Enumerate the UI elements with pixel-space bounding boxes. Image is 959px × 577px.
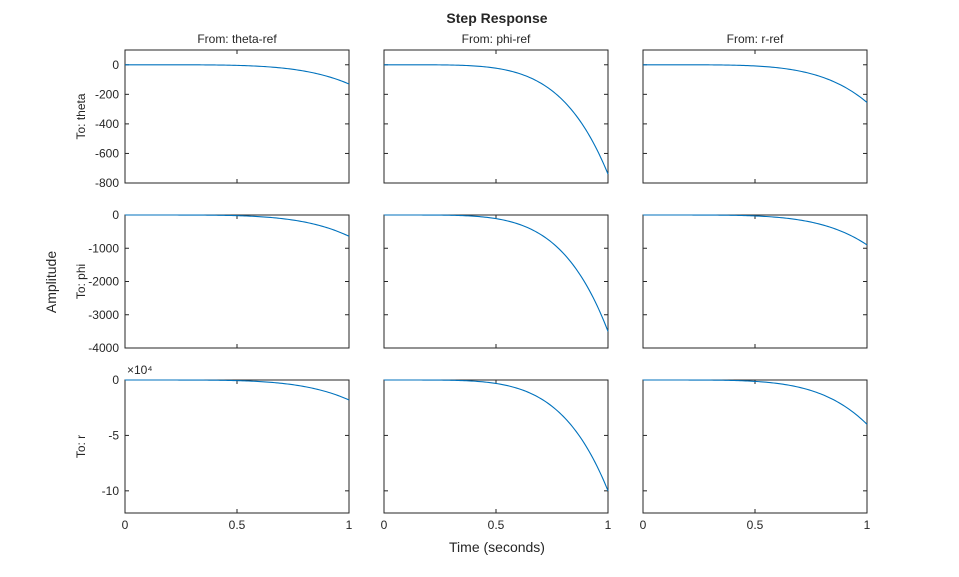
x-axis-label: Time (seconds) [449,539,545,555]
y-tick-label: -5 [108,428,119,442]
x-tick-label: 1 [605,518,612,532]
x-tick-label: 0.5 [229,518,246,532]
step-response-line [125,214,350,237]
row-label: To: theta [74,93,88,139]
subplot-axes [642,49,868,184]
row-label: To: r [74,435,88,458]
subplot-axes [383,49,609,184]
y-tick-label: 0 [112,58,119,72]
y-exponent-label: ×10⁴ [127,363,153,377]
y-tick-label: 0 [112,373,119,387]
step-response-line [384,64,609,175]
step-response-line [643,214,868,246]
subplot-axes [124,49,350,184]
y-tick-label: -3000 [88,308,119,322]
column-title: From: theta-ref [197,32,277,46]
column-title: From: r-ref [727,32,784,46]
y-tick-label: -4000 [88,341,119,355]
y-tick-label: -200 [95,87,119,101]
y-tick-label: -800 [95,176,119,190]
subplot-axes [383,214,609,349]
subplot-axes [642,379,868,514]
column-title: From: phi-ref [462,32,531,46]
y-tick-label: -600 [95,146,119,160]
subplot-axes [383,379,609,514]
x-tick-label: 0 [381,518,388,532]
y-tick-label: -1000 [88,241,119,255]
subplot-grid: From: theta-ref From: phi-ref From: r-ref T… [74,32,871,532]
subplot-axes [124,214,350,349]
x-tick-label: 0 [640,518,647,532]
step-response-line [384,214,609,332]
step-response-line [125,64,350,85]
y-tick-label: -400 [95,117,119,131]
figure-title: Step Response [446,10,547,26]
step-response-line [643,379,868,425]
step-response-line [384,379,609,492]
subplot-axes [124,379,350,514]
x-tick-label: 0.5 [747,518,764,532]
y-tick-label: 0 [112,208,119,222]
x-tick-label: 0.5 [488,518,505,532]
row-label: To: phi [74,264,88,299]
subplot-axes [642,214,868,349]
x-tick-label: 1 [346,518,353,532]
y-tick-label: -10 [102,484,120,498]
x-tick-label: 1 [864,518,871,532]
x-tick-label: 0 [122,518,129,532]
y-axis-label: Amplitude [43,251,59,313]
y-tick-label: -2000 [88,275,119,289]
step-response-line [125,379,350,401]
step-response-line [643,64,868,103]
